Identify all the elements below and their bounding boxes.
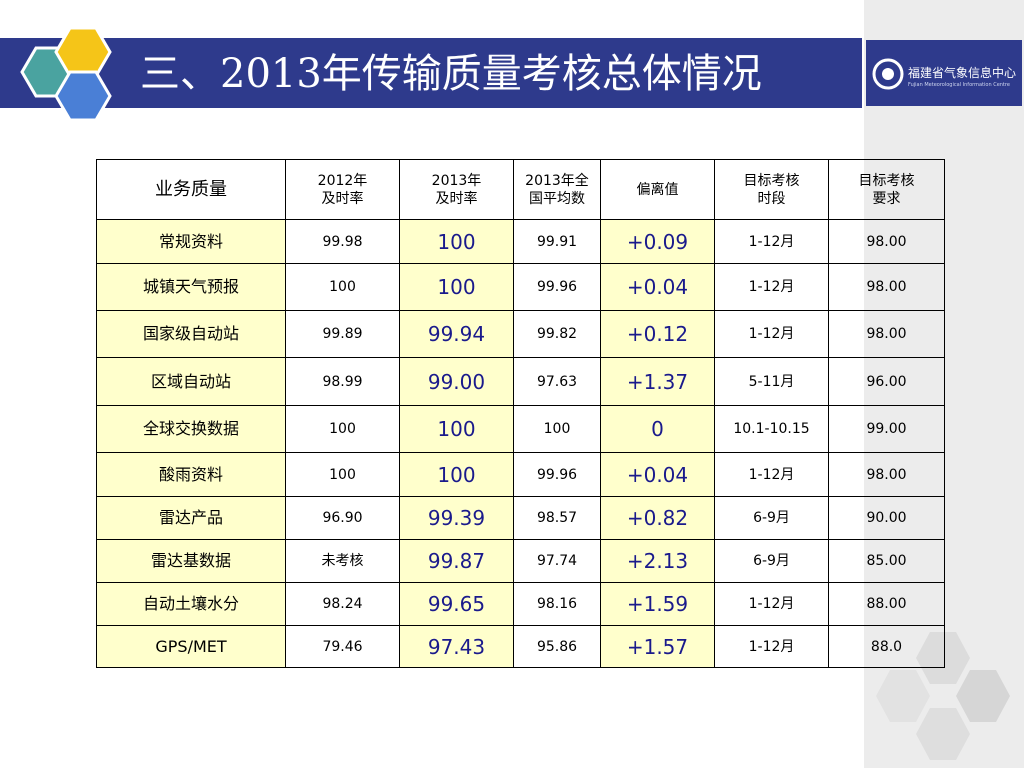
cell: 96.90 [285,496,400,540]
cell: 99.39 [399,496,514,540]
logo-name: 福建省气象信息中心 [908,66,1017,80]
header-cell: 目标考核 时段 [714,159,829,220]
cell: 1-12月 [714,310,829,358]
cell: GPS/MET [96,625,286,668]
logo: 福建省气象信息中心 Fujian Meteorological Informat… [866,40,1022,106]
cell: 99.87 [399,539,514,583]
cell: 98.00 [828,452,945,497]
logo-icon [872,58,904,90]
cell: 98.00 [828,310,945,358]
cell: 79.46 [285,625,400,668]
data-row: 酸雨资料 100 100 99.96 +0.04 1-12月 98.00 [96,452,945,497]
cell: 88.0 [828,625,945,668]
cell: 1-12月 [714,582,829,626]
data-row: 雷达基数据 未考核 99.87 97.74 +2.13 6-9月 85.00 [96,539,945,583]
cell: 99.96 [513,452,601,497]
data-row: GPS/MET 79.46 97.43 95.86 +1.57 1-12月 88.0 [96,625,945,668]
cell: 97.43 [399,625,514,668]
cell: 全球交换数据 [96,405,286,453]
cell: 99.00 [399,357,514,406]
cell: +1.59 [600,582,715,626]
cell: 雷达基数据 [96,539,286,583]
cell: +0.12 [600,310,715,358]
cell: 85.00 [828,539,945,583]
cell: +0.04 [600,452,715,497]
cell: 99.98 [285,219,400,264]
cell: 自动土壤水分 [96,582,286,626]
cell: 未考核 [285,539,400,583]
cell: +0.82 [600,496,715,540]
logo-english: Fujian Meteorological Information Centre [908,82,1010,88]
header-row: 业务质量 2012年 及时率 2013年 及时率 2013年全 国平均数 偏离值 目标考核… [96,159,945,220]
cell: 99.82 [513,310,601,358]
cell: 98.16 [513,582,601,626]
cell: 100 [399,219,514,264]
cell: 10.1-10.15 [714,405,829,453]
cell: 99.94 [399,310,514,358]
cell: 1-12月 [714,263,829,311]
cell: 城镇天气预报 [96,263,286,311]
cell: 区域自动站 [96,357,286,406]
cell: 99.89 [285,310,400,358]
header-cell: 2012年 及时率 [285,159,400,220]
data-row: 区域自动站 98.99 99.00 97.63 +1.37 5-11月 96.00 [96,357,945,406]
cell: 100 [285,263,400,311]
cell: 99.00 [828,405,945,453]
cell: 1-12月 [714,625,829,668]
cell: 90.00 [828,496,945,540]
cell: +1.37 [600,357,715,406]
cell: 6-9月 [714,539,829,583]
cell: 1-12月 [714,452,829,497]
cell: 88.00 [828,582,945,626]
cell: 100 [285,405,400,453]
title-bar [0,38,862,108]
cell: 99.65 [399,582,514,626]
data-row: 全球交换数据 100 100 100 0 10.1-10.15 99.00 [96,405,945,453]
cell: 100 [399,452,514,497]
cell: 5-11月 [714,357,829,406]
cell: +1.57 [600,625,715,668]
data-row: 常规资料 99.98 100 99.91 +0.09 1-12月 98.00 [96,219,945,264]
slide-title: 三、2013年传输质量考核总体情况 [140,51,762,97]
cell: 国家级自动站 [96,310,286,358]
header-cell: 偏离值 [600,159,715,220]
cell: +2.13 [600,539,715,583]
cell: 98.57 [513,496,601,540]
cell: 98.99 [285,357,400,406]
header-cell: 业务质量 [96,159,286,220]
cell: 6-9月 [714,496,829,540]
cell: 95.86 [513,625,601,668]
cell: 酸雨资料 [96,452,286,497]
header-cell: 2013年全 国平均数 [513,159,601,220]
cell: 雷达产品 [96,496,286,540]
cell: 97.74 [513,539,601,583]
cell: 96.00 [828,357,945,406]
cell: 98.24 [285,582,400,626]
cell: 98.00 [828,263,945,311]
cell: 99.96 [513,263,601,311]
data-row: 自动土壤水分 98.24 99.65 98.16 +1.59 1-12月 88.00 [96,582,945,626]
data-row: 国家级自动站 99.89 99.94 99.82 +0.12 1-12月 98.00 [96,310,945,358]
cell: +0.09 [600,219,715,264]
cell: 0 [600,405,715,453]
cell: 100 [513,405,601,453]
cell: 100 [399,263,514,311]
header-cell: 目标考核 要求 [828,159,945,220]
title-hexagons [20,26,112,120]
cell: 常规资料 [96,219,286,264]
cell: 1-12月 [714,219,829,264]
data-row: 城镇天气预报 100 100 99.96 +0.04 1-12月 98.00 [96,263,945,311]
header-cell: 2013年 及时率 [399,159,514,220]
data-row: 雷达产品 96.90 99.39 98.57 +0.82 6-9月 90.00 [96,496,945,540]
cell: 97.63 [513,357,601,406]
cell: 99.91 [513,219,601,264]
cell: +0.04 [600,263,715,311]
cell: 100 [399,405,514,453]
quality-table: 业务质量 2012年 及时率 2013年 及时率 2013年全 国平均数 偏离值 目标考核… [96,159,945,668]
cell: 100 [285,452,400,497]
cell: 98.00 [828,219,945,264]
